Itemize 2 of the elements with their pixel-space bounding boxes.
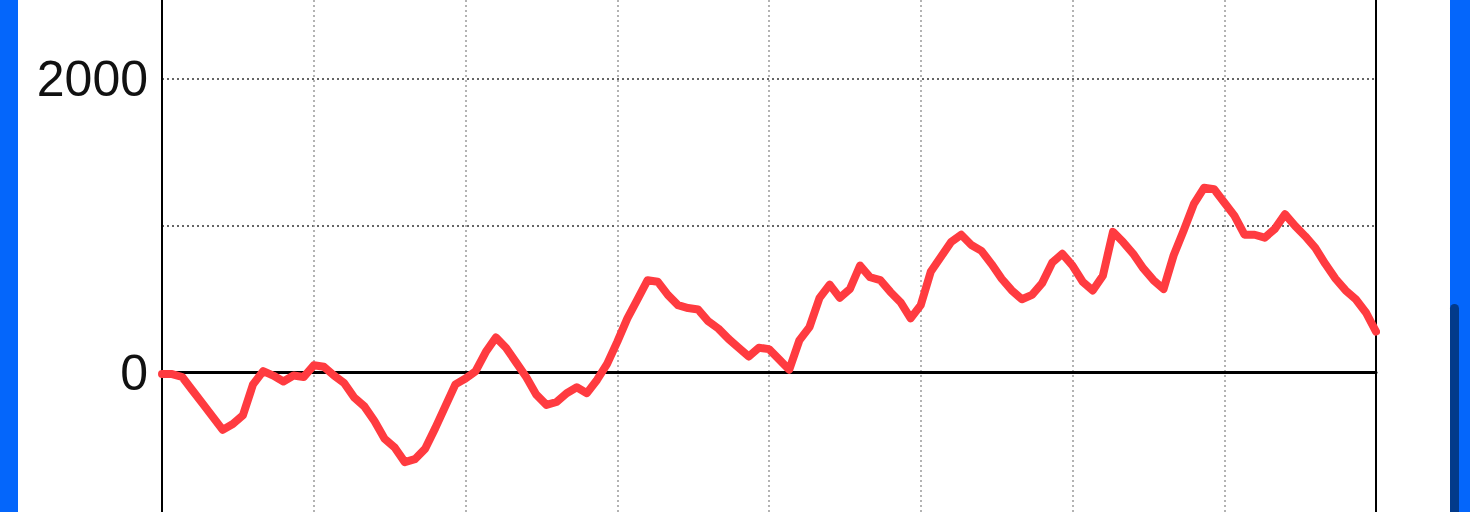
y-tick-label: 2000 bbox=[36, 51, 148, 108]
y-tick-label: 0 bbox=[120, 344, 148, 401]
